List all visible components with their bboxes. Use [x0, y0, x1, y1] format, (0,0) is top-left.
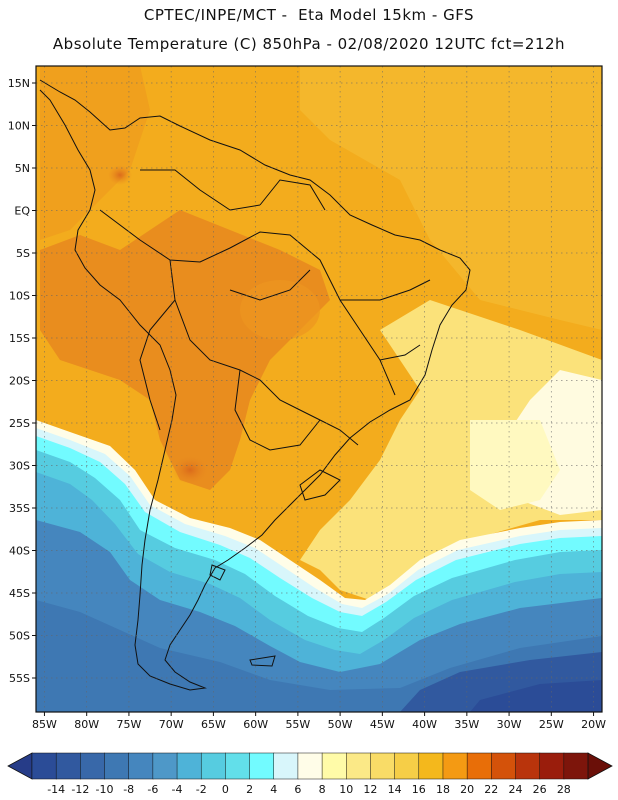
map-frame	[35, 65, 603, 713]
lon-label: 20W	[581, 718, 606, 731]
map-axes: 15N 10N 5N EQ 5S 10S 15S 20S 25S 30S 35S 40S 45S 50S 5…	[8, 77, 606, 731]
lat-label: 10N	[8, 120, 30, 133]
colorbar-under-arrow	[7, 752, 33, 780]
colorbar-tick-label: 14	[388, 783, 402, 796]
colorbar-swatch	[128, 752, 154, 780]
colorbar-tick-label: 22	[484, 783, 498, 796]
colorbar-swatch	[55, 752, 81, 780]
colorbar-tick-label: 10	[339, 783, 353, 796]
colorbar-swatch	[80, 752, 106, 780]
colorbar-swatch	[539, 752, 565, 780]
lon-label: 85W	[32, 718, 57, 731]
colorbar-tick-label: -12	[71, 783, 89, 796]
colorbar-swatch	[515, 752, 541, 780]
lat-label: 15S	[9, 332, 30, 345]
lat-label: 15N	[8, 77, 30, 90]
colorbar-tick-label: 8	[319, 783, 326, 796]
colorbar-swatch	[563, 752, 589, 780]
colorbar-tick-label: 24	[508, 783, 522, 796]
colorbar-swatch	[104, 752, 130, 780]
colorbar-swatch	[176, 752, 202, 780]
colorbar-swatch	[297, 752, 323, 780]
colorbar-over-arrow	[587, 752, 613, 780]
lon-label: 25W	[539, 718, 564, 731]
colorbar-tick-label: 20	[460, 783, 474, 796]
colorbar-tick-label: -10	[96, 783, 114, 796]
colorbar-swatch	[31, 752, 57, 780]
colorbar-tick-label: 18	[436, 783, 450, 796]
colorbar-swatch	[491, 752, 517, 780]
lat-label: 45S	[9, 587, 30, 600]
colorbar-tick-label: 26	[533, 783, 547, 796]
lat-label: 5S	[16, 247, 30, 260]
colorbar-swatch	[200, 752, 226, 780]
lat-label: 40S	[9, 545, 30, 558]
lon-label: 60W	[243, 718, 268, 731]
lon-label: 80W	[74, 718, 99, 731]
map-title-line-1: CPTEC/INPE/MCT - Eta Model 15km - GFS	[143, 6, 475, 24]
lon-label: 70W	[159, 718, 184, 731]
colorbar-tick-label: 2	[246, 783, 253, 796]
colorbar-swatch	[466, 752, 492, 780]
lat-label: 25S	[9, 417, 30, 430]
colorbar-swatch	[249, 752, 275, 780]
map-title-line-2: Absolute Temperature (C) 850hPa - 02/08/…	[52, 35, 566, 53]
colorbar-tick-label: -4	[172, 783, 183, 796]
lon-label: 50W	[328, 718, 353, 731]
lon-label: 65W	[201, 718, 226, 731]
colorbar-swatch	[346, 752, 371, 780]
colorbar-tick-label: -14	[47, 783, 65, 796]
colorbar-swatch	[321, 752, 347, 780]
temperature-field	[36, 66, 602, 712]
lat-label: 20S	[9, 375, 30, 388]
lon-label: 30W	[497, 718, 522, 731]
colorbar-tick-label: 12	[363, 783, 377, 796]
colorbar-tick-label: -8	[123, 783, 134, 796]
lat-label: 5N	[15, 162, 30, 175]
colorbar-tick-label: 16	[412, 783, 426, 796]
colorbar-tick-label: -6	[147, 783, 158, 796]
colorbar-tick-label: 4	[270, 783, 277, 796]
colorbar-swatch	[370, 752, 396, 780]
lat-label: 35S	[9, 502, 30, 515]
lat-label: EQ	[14, 205, 30, 218]
lon-label: 35W	[454, 718, 479, 731]
colorbar-swatch	[418, 752, 444, 780]
colorbar-swatch	[394, 752, 420, 780]
lon-label: 45W	[370, 718, 395, 731]
lat-label: 10S	[9, 290, 30, 303]
lon-label: 40W	[412, 718, 437, 731]
colorbar-tick-label: -2	[196, 783, 207, 796]
lat-label: 30S	[9, 460, 30, 473]
colorbar-tick-label: 6	[294, 783, 301, 796]
colorbar-swatch	[152, 752, 178, 780]
colorbar-swatch	[442, 752, 468, 780]
lat-label: 50S	[9, 630, 30, 643]
colorbar-swatch	[273, 752, 299, 780]
colorbar-swatch	[225, 752, 251, 780]
colorbar-tick-label: 28	[557, 783, 571, 796]
colorbar-tick-label: 0	[222, 783, 229, 796]
temperature-colorbar: -14 -12 -10 -8 -6 -4 -2 0 2 4 6 8 10 12 14 16 18 20 22 24 26…	[7, 752, 613, 796]
lon-label: 75W	[116, 718, 141, 731]
lon-label: 55W	[285, 718, 310, 731]
lat-label: 55S	[9, 672, 30, 685]
